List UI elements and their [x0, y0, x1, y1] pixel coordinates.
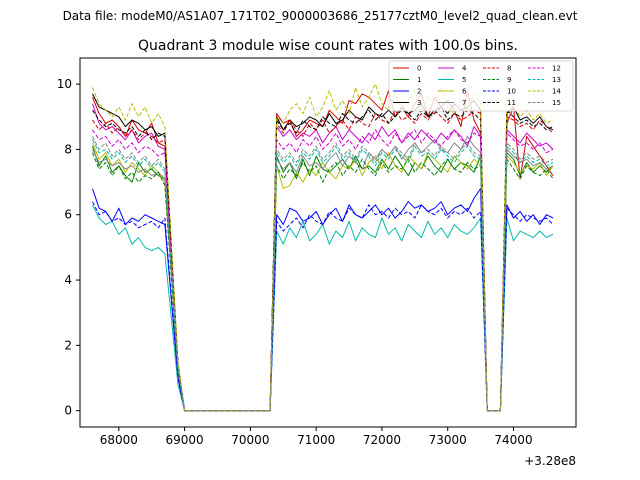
- legend-label-7: 7: [462, 99, 466, 107]
- legend-label-8: 8: [507, 65, 511, 73]
- legend-label-0: 0: [417, 65, 421, 73]
- x-tick-label: 68000: [100, 433, 138, 447]
- y-tick-label: 6: [64, 208, 72, 222]
- series-line-11: [92, 106, 554, 412]
- legend-label-12: 12: [552, 65, 561, 73]
- figure-suptitle: Data file: modeM0/AS1A07_171T02_90000036…: [63, 9, 578, 23]
- legend-label-5: 5: [462, 76, 466, 84]
- x-axis-offset-label: +3.28e8: [524, 454, 576, 468]
- legend-label-11: 11: [507, 99, 516, 107]
- plot-area: 68000 69000 70000 71000 72000 73000 74000 0 2 4 6…: [57, 57, 577, 468]
- x-tick-label: 71000: [297, 433, 335, 447]
- legend-label-1: 1: [417, 76, 421, 84]
- y-tick-label: 0: [64, 404, 72, 418]
- series-line-9: [92, 152, 554, 412]
- legend-label-3: 3: [417, 99, 421, 107]
- legend-label-9: 9: [507, 76, 511, 84]
- chart-title: Quadrant 3 module wise count rates with …: [138, 38, 518, 54]
- legend-label-6: 6: [462, 88, 467, 96]
- y-tick-label: 4: [64, 273, 72, 287]
- legend-label-14: 14: [552, 88, 561, 96]
- y-axis: 0 2 4 6 8 10: [57, 77, 80, 418]
- series-line-10: [92, 201, 554, 412]
- x-tick-label: 74000: [494, 433, 532, 447]
- x-tick-label: 72000: [363, 433, 401, 447]
- legend-label-10: 10: [507, 88, 516, 96]
- series-line-8: [92, 109, 554, 412]
- legend-frame: [388, 60, 574, 112]
- x-tick-label: 73000: [429, 433, 467, 447]
- y-tick-label: 8: [64, 142, 72, 156]
- legend-label-4: 4: [462, 65, 467, 73]
- legend-label-13: 13: [552, 76, 561, 84]
- y-tick-label: 2: [64, 338, 72, 352]
- axes-frame: [79, 57, 577, 428]
- legend-label-15: 15: [552, 99, 561, 107]
- x-axis: 68000 69000 70000 71000 72000 73000 74000: [100, 427, 533, 447]
- series-line-15: [92, 136, 554, 412]
- x-tick-label: 70000: [231, 433, 269, 447]
- series-line-5: [92, 204, 554, 412]
- series-layer: [92, 83, 554, 412]
- y-tick-label: 10: [57, 77, 72, 91]
- legend-label-2: 2: [417, 88, 421, 96]
- series-line-14: [92, 83, 554, 412]
- x-tick-label: 69000: [166, 433, 204, 447]
